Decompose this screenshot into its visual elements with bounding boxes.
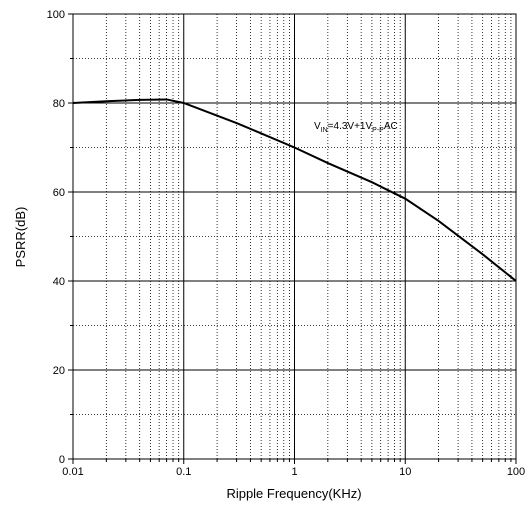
y-tick-label: 80	[53, 98, 65, 110]
major-grid	[73, 14, 516, 459]
condition-annotation: VIN=4.3V+1VP-PAC	[314, 121, 398, 134]
annotation-v: V	[314, 121, 321, 132]
x-axis-title: Ripple Frequency(KHz)	[226, 486, 361, 501]
y-tick-label: 20	[53, 365, 65, 377]
x-tick-label: 100	[507, 466, 525, 478]
annotation-in-sub: IN	[321, 127, 328, 134]
x-tick-label: 0.1	[176, 466, 191, 478]
annotation-tail: AC	[384, 121, 398, 132]
y-axis-title: PSRR(dB)	[13, 207, 28, 268]
x-tick-label: 0.01	[62, 466, 83, 478]
x-tick-label: 1	[291, 466, 297, 478]
y-tick-label: 100	[47, 9, 65, 21]
y-tick-label: 0	[59, 454, 65, 466]
annotation-mid: =4.3V+1V	[328, 121, 373, 132]
series-line	[72, 98, 517, 282]
y-tick-label: 40	[53, 276, 65, 288]
tick-labels: 0 20 40 60 80 100 0.01 0.1 1 10 100	[47, 9, 526, 478]
axis-ticks	[68, 13, 517, 464]
x-tick-label: 10	[399, 466, 411, 478]
y-tick-label: 60	[53, 187, 65, 199]
annotation-pp-sub: P-P	[372, 127, 384, 134]
